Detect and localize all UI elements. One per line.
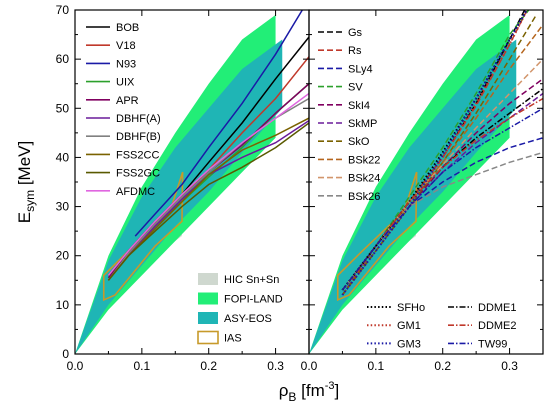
ias-outline-panel-2 xyxy=(336,171,418,302)
legend-label-tw99: TW99 xyxy=(478,338,507,350)
legend-label-dbhf-b: DBHF(B) xyxy=(116,131,161,143)
legend-label-gm1: GM1 xyxy=(397,320,421,332)
y-tick-label: 0 xyxy=(62,347,69,361)
series-sfho-line xyxy=(341,10,528,291)
series-tw99-line xyxy=(341,107,543,291)
x-axis-label-unit: [fm xyxy=(296,381,324,400)
y-axis-label: Esym [MeV] xyxy=(15,141,37,223)
legend-label-ddme2: DDME2 xyxy=(478,320,517,332)
legend-label-sv: SV xyxy=(348,82,363,94)
legend-label-bsk26: BSk26 xyxy=(348,191,380,203)
band-legend-swatch-fopi-land xyxy=(198,292,218,305)
y-tick-label: 60 xyxy=(56,52,70,66)
band-legend-label-fopi-land: FOPI-LAND xyxy=(224,294,283,306)
legend-label-sly4: SLy4 xyxy=(348,63,373,75)
x-tick-label: 0.0 xyxy=(301,359,318,373)
x-axis-label-main: ρ xyxy=(279,381,289,400)
legend-label-afdmc: AFDMC xyxy=(116,186,155,198)
ias-outline-panel-1 xyxy=(102,171,184,302)
legend-label-uix: UIX xyxy=(116,77,135,89)
band-legend-swatch-hic-sn-sn xyxy=(198,273,218,285)
legend-label-dbhf-a: DBHF(A) xyxy=(116,113,161,125)
legend-label-gm3: GM3 xyxy=(397,338,421,350)
legend-label-ddme1: DDME1 xyxy=(478,302,517,314)
x-tick-label: 0.2 xyxy=(200,359,217,373)
y-axis-label-sub: sym xyxy=(23,190,37,212)
x-axis-label-sub: B xyxy=(288,390,296,404)
x-tick-label: 0.0 xyxy=(67,359,84,373)
legend-label-rs: Rs xyxy=(348,45,362,57)
legend-label-v18: V18 xyxy=(116,40,136,52)
legend-label-gs: Gs xyxy=(348,27,363,39)
y-tick-label: 70 xyxy=(56,3,70,17)
x-axis-label-close: ] xyxy=(335,381,340,400)
y-tick-label: 50 xyxy=(56,101,70,115)
series-fss2gc-line xyxy=(107,122,309,281)
x-tick-label: 0.3 xyxy=(501,359,518,373)
x-tick-label: 0.3 xyxy=(267,359,284,373)
y-axis-label-unit: [MeV] xyxy=(15,141,34,190)
y-tick-label: 30 xyxy=(56,200,70,214)
y-tick-label: 10 xyxy=(56,298,70,312)
x-tick-label: 0.1 xyxy=(368,359,385,373)
band-legend-label-ias: IAS xyxy=(224,333,242,345)
band-legend-label-asy-eos: ASY-EOS xyxy=(224,313,272,325)
panel-2-plot-area xyxy=(309,10,543,354)
x-axis-label-sup: -3 xyxy=(325,380,335,392)
legend-label-sfho: SFHo xyxy=(397,302,425,314)
legend-label-ski4: SkI4 xyxy=(348,100,370,112)
legend-label-apr: APR xyxy=(116,95,139,107)
y-tick-label: 20 xyxy=(56,249,70,263)
legend-label-bob: BOB xyxy=(116,22,139,34)
series-gm1-line xyxy=(341,10,529,296)
y-tick-label: 40 xyxy=(56,150,70,164)
panel-1-plot-area xyxy=(75,10,309,354)
x-tick-label: 0.2 xyxy=(434,359,451,373)
legend-label-n93: N93 xyxy=(116,58,136,70)
y-axis-label-main: E xyxy=(15,212,34,223)
legend-label-fss2gc: FSS2GC xyxy=(116,168,160,180)
legend-label-sko: SkO xyxy=(348,136,370,148)
legend-label-fss2cc: FSS2CC xyxy=(116,149,159,161)
legend-label-bsk24: BSk24 xyxy=(348,173,380,185)
legend-label-bsk22: BSk22 xyxy=(348,154,380,166)
band-legend-swatch-ias xyxy=(197,330,219,345)
series-afdmc-line xyxy=(107,92,309,276)
band-legend-label-hic-sn-sn: HIC Sn+Sn xyxy=(224,274,279,286)
band-legend-swatch-asy-eos xyxy=(198,312,218,324)
x-axis-label: ρB [fm-3] xyxy=(279,380,340,404)
series-n93-line xyxy=(134,10,303,237)
x-tick-label: 0.1 xyxy=(134,359,151,373)
legend-label-skmp: SkMP xyxy=(348,118,377,130)
